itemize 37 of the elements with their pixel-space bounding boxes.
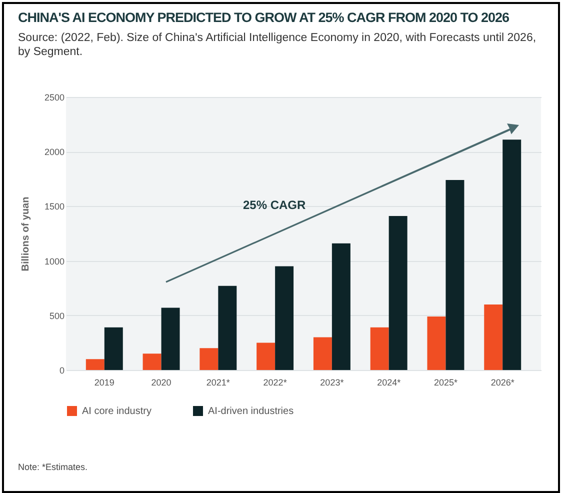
y-tick-label: 0 bbox=[59, 366, 64, 376]
bar bbox=[332, 243, 350, 370]
y-tick-label: 1000 bbox=[44, 256, 64, 266]
bar bbox=[427, 316, 446, 370]
bar bbox=[275, 266, 294, 370]
bar bbox=[370, 327, 389, 370]
annotation: 25% CAGR bbox=[243, 198, 306, 212]
bar bbox=[218, 286, 237, 370]
x-tick-label: 2019 bbox=[94, 378, 114, 388]
legend-label: AI-driven industries bbox=[208, 406, 294, 417]
bar bbox=[104, 327, 123, 370]
bar bbox=[446, 180, 464, 370]
x-tick-label: 2025* bbox=[434, 378, 458, 388]
x-tick-label: 2022* bbox=[263, 378, 288, 388]
x-tick-label: 2026* bbox=[490, 378, 515, 388]
text: Note: *Estimates. bbox=[18, 462, 88, 472]
y-tick-label: 2500 bbox=[44, 92, 64, 102]
chart-subtitle: Source: (2022, Feb). Size of China's Artificial Intelligence Economy in 2020, with Forecasts until 2026, by Segment. bbox=[18, 31, 538, 59]
x-tick-label: 2024* bbox=[377, 378, 402, 388]
y-axis-title: Billions of yuan bbox=[20, 196, 32, 272]
y-tick-label: 500 bbox=[49, 310, 64, 321]
bar bbox=[313, 337, 332, 370]
chart-title: CHINA'S AI ECONOMY PREDICTED TO GROW AT 25% CAGR FROM 2020 TO 2026 bbox=[18, 10, 510, 25]
x-tick-label: 2020 bbox=[151, 378, 172, 388]
y-tick-label: 1500 bbox=[44, 202, 64, 212]
x-tick-label: 2021* bbox=[206, 378, 230, 388]
bar bbox=[388, 216, 408, 370]
bar bbox=[256, 342, 276, 370]
bar bbox=[161, 308, 180, 370]
bar bbox=[484, 304, 503, 370]
bar bbox=[142, 354, 162, 370]
y-tick-label: 2000 bbox=[44, 147, 64, 158]
legend-label: AI core industry bbox=[82, 406, 152, 417]
x-tick-label: 2023* bbox=[320, 378, 344, 388]
bar bbox=[86, 359, 104, 370]
bar bbox=[200, 348, 218, 370]
bar bbox=[502, 140, 522, 370]
